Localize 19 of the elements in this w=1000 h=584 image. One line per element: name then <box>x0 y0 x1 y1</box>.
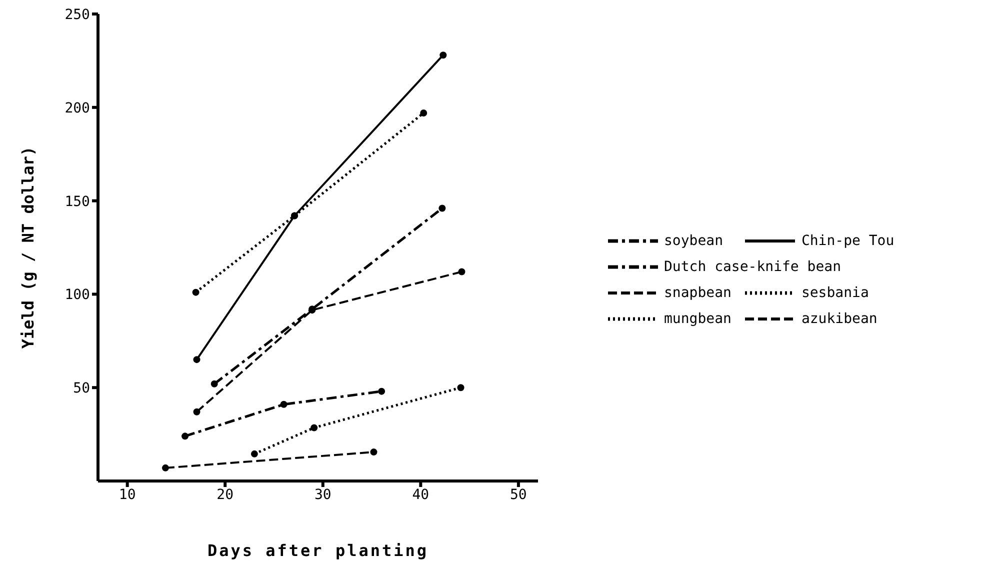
legend-label: snapbean <box>664 285 732 301</box>
x-axis-title: Days after planting <box>207 541 429 560</box>
legend-label: Chin-pe Tou <box>801 233 894 249</box>
legend-label: Dutch case-knife bean <box>664 259 842 275</box>
y-tick-label: 250 <box>64 6 90 23</box>
y-tick-label: 50 <box>73 380 90 397</box>
x-tick-label: 30 <box>314 486 332 503</box>
legend-label: soybean <box>664 233 724 249</box>
y-tick-label: 100 <box>64 287 90 304</box>
x-tick-label: 10 <box>118 486 136 503</box>
legend-label: mungbean <box>664 311 732 327</box>
x-tick-label: 50 <box>510 486 527 503</box>
legend-label: azukibean <box>801 311 878 327</box>
y-axis-title: Yield (g / NT dollar) <box>18 146 38 349</box>
x-tick-label: 20 <box>216 486 234 503</box>
x-tick-label: 40 <box>412 486 430 503</box>
y-tick-label: 150 <box>64 194 90 210</box>
y-tick-label: 200 <box>64 100 90 116</box>
legend-label: sesbania <box>801 285 869 301</box>
